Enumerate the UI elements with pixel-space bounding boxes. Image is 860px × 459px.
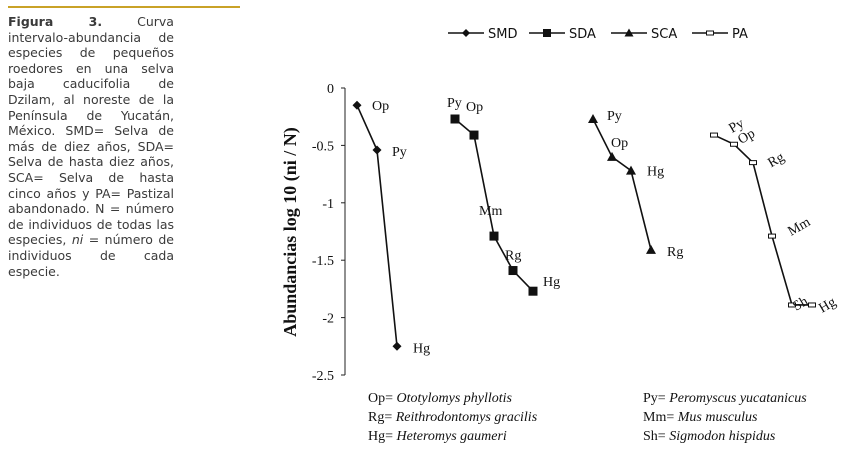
series-smd: Op Py Hg bbox=[352, 99, 430, 356]
point-label: Rg bbox=[766, 150, 788, 171]
point-label: Hg bbox=[817, 295, 839, 317]
data-point-marker bbox=[788, 302, 796, 308]
data-point-marker bbox=[489, 231, 499, 241]
point-label: Hg bbox=[413, 341, 430, 356]
species-name: Mus musculus bbox=[674, 410, 758, 425]
figure-caption: Figura 3. Curva intervalo-abundancia de … bbox=[8, 14, 174, 279]
point-label: Mm bbox=[786, 215, 814, 240]
data-point-marker bbox=[469, 130, 479, 140]
caption-ni: ni bbox=[71, 232, 84, 248]
legend-label: PA bbox=[732, 27, 748, 42]
data-point-marker bbox=[543, 29, 551, 37]
data-point-marker bbox=[749, 160, 757, 166]
y-tick-label: -1 bbox=[322, 197, 334, 212]
point-label: Sh bbox=[791, 294, 811, 314]
data-point-marker bbox=[730, 141, 738, 147]
data-point-marker bbox=[462, 29, 470, 37]
y-tick-label: -2 bbox=[322, 312, 334, 327]
point-label: Op bbox=[611, 136, 628, 151]
data-point-marker bbox=[588, 113, 598, 123]
point-label: Py bbox=[392, 145, 407, 160]
data-point-marker bbox=[528, 286, 538, 296]
data-point-marker bbox=[392, 341, 402, 351]
point-label: Rg bbox=[667, 245, 683, 260]
point-label: Op bbox=[372, 99, 389, 114]
data-point-marker bbox=[768, 233, 776, 239]
species-name: Reithrodontomys gracilis bbox=[392, 410, 538, 425]
species-name: Heteromys gaumeri bbox=[393, 429, 507, 444]
point-label: Mm bbox=[479, 204, 502, 219]
caption-text-a: Curva intervalo-abundancia de especies d… bbox=[8, 14, 174, 248]
species-code: Py= bbox=[643, 391, 666, 406]
data-point-marker bbox=[508, 266, 518, 276]
data-point-marker bbox=[626, 165, 636, 175]
species-name: Ototylomys phyllotis bbox=[393, 391, 513, 406]
species-code: Mm= bbox=[643, 410, 675, 425]
series-line bbox=[592, 118, 652, 251]
point-label: Hg bbox=[647, 165, 664, 180]
point-label: Op bbox=[736, 126, 758, 148]
species-code: Hg= bbox=[368, 429, 394, 444]
legend: SMD SDA SCA PA bbox=[448, 27, 748, 42]
species-code: Rg= bbox=[368, 410, 393, 425]
species-key-item: Hg= Heteromys gaumeri bbox=[368, 429, 507, 445]
data-point-marker bbox=[624, 28, 634, 37]
point-label: Hg bbox=[543, 275, 560, 290]
species-code: Sh= bbox=[643, 429, 666, 444]
legend-label: SDA bbox=[569, 27, 596, 42]
species-key-item: Rg= Reithrodontomys gracilis bbox=[368, 410, 537, 426]
y-axis: 0 -0.5 -1 -1.5 -2 -2.5 bbox=[312, 82, 346, 384]
caption-text-b: = número de individuos de cada especie. bbox=[8, 232, 174, 279]
point-label: Op bbox=[466, 100, 483, 115]
data-point-marker bbox=[706, 30, 714, 36]
series-sca: Py Op Hg Rg bbox=[588, 109, 683, 260]
data-point-marker bbox=[450, 114, 460, 124]
species-key-item: Py= Peromyscus yucatanicus bbox=[643, 391, 807, 407]
species-name: Peromyscus yucatanicus bbox=[665, 391, 807, 406]
legend-label: SMD bbox=[488, 27, 517, 42]
legend-item-smd: SMD bbox=[448, 27, 517, 42]
legend-item-sda: SDA bbox=[529, 27, 596, 42]
legend-label: SCA bbox=[651, 27, 677, 42]
species-code: Op= bbox=[368, 391, 394, 406]
species-name: Sigmodon hispidus bbox=[665, 429, 776, 444]
point-label: Py bbox=[727, 116, 747, 136]
data-point-marker bbox=[808, 302, 816, 308]
data-point-marker bbox=[646, 244, 656, 254]
y-tick-label: -0.5 bbox=[312, 139, 334, 154]
point-label: Rg bbox=[505, 249, 521, 264]
point-label: Py bbox=[607, 109, 622, 124]
point-label: Py bbox=[447, 96, 462, 111]
y-tick-label: -2.5 bbox=[312, 369, 334, 384]
caption-rule bbox=[8, 6, 240, 8]
species-key-item: Op= Ototylomys phyllotis bbox=[368, 391, 512, 407]
caption-label: Figura 3. bbox=[8, 14, 103, 29]
series-sda: Py Op Mm Rg Hg bbox=[447, 96, 560, 296]
y-axis-label: Abundancias log 10 (ni / N) bbox=[280, 127, 301, 337]
y-tick-label: -1.5 bbox=[312, 254, 334, 269]
data-point-marker bbox=[372, 145, 382, 155]
data-point-marker bbox=[607, 151, 617, 161]
legend-item-sca: SCA bbox=[611, 27, 677, 42]
data-point-marker bbox=[710, 132, 718, 138]
data-point-marker bbox=[352, 100, 362, 110]
series-line bbox=[356, 104, 398, 347]
species-key-item: Mm= Mus musculus bbox=[643, 410, 757, 426]
y-tick-label: 0 bbox=[327, 82, 334, 97]
legend-item-pa: PA bbox=[692, 27, 748, 42]
species-key-item: Sh= Sigmodon hispidus bbox=[643, 429, 775, 445]
